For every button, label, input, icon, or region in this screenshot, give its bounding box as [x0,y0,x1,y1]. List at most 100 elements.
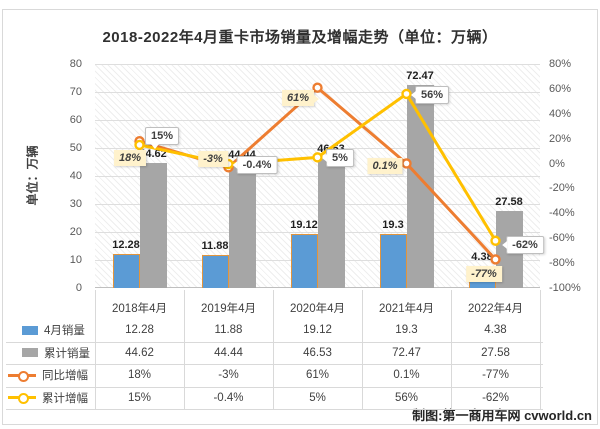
credit-text: 制图:第一商用车网 cvworld.cn [412,408,592,423]
category-divider [362,290,363,409]
left-axis-tick: 30 [69,198,82,210]
line-marker [401,88,412,100]
right-axis-tick: -100% [549,282,581,294]
bar-value-label: 72.47 [406,70,434,83]
bar-value-label: 19.12 [290,219,318,232]
gridline [95,64,540,65]
right-axis-tick: 0% [549,157,565,170]
right-axis-tick: 60% [549,82,572,95]
cumulative-growth-label: 56% [410,86,450,104]
table-value-cell: -62% [482,391,509,404]
table-header-cell: 2019年4月 [201,302,256,315]
bar-value-label: 27.58 [495,195,523,208]
bar-cumulative-sales [139,163,167,288]
bar-monthly-sales [379,233,407,288]
table-header-cell: 2020年4月 [290,302,345,315]
callout-pointer [322,154,328,162]
bar-value-label: 44.62 [139,148,167,161]
right-axis-tick: -60% [549,232,575,245]
category-divider [273,290,274,409]
left-axis-tick: 80 [69,58,82,70]
line-marker [401,158,412,169]
bar-value-label: 19.3 [382,218,404,231]
yoy-growth-label: 61% [281,90,320,106]
left-axis-tick: 10 [69,254,82,266]
bar-monthly-sales [290,234,318,288]
line-marker [134,139,145,151]
cumulative-growth-label: -0.4% [232,156,278,174]
chart-title: 2018-2022年4月重卡市场销量及增幅走势（单位：万辆） [102,29,498,46]
table-value-cell: 44.44 [214,346,243,359]
left-axis-tick: 0 [75,282,82,294]
table-value-cell: -3% [218,369,239,382]
right-axis-tick: -40% [549,207,575,220]
table-row-line [6,341,543,343]
cumulative-growth-label: 15% [144,127,180,149]
table-header-cell: 2018年4月 [112,302,167,315]
bar-cumulative-sales [228,163,256,288]
legend-label: 累计销量 [44,347,90,360]
callout-pointer [314,95,320,103]
right-axis-tick: -20% [549,182,575,195]
yoy-growth-label: -3% [198,151,228,167]
bar-monthly-sales [201,254,229,288]
right-axis-tick: -80% [549,257,575,270]
table-value-cell: 12.28 [125,324,154,337]
line-marker [490,254,501,265]
legend-marker [17,370,29,382]
callout-pointer [150,144,159,149]
category-divider [95,290,96,409]
table-row-line [6,364,543,365]
gridline [95,120,540,121]
table-value-cell: 56% [394,391,419,404]
table-value-cell: 18% [127,369,152,382]
legend-item: 4月销量 [8,322,85,338]
bar-value-label: 4.38 [471,250,493,263]
legend-marker [17,393,29,405]
right-axis-tick: 40% [549,107,572,120]
line-marker [312,152,323,163]
bar-cumulative-sales [317,157,345,288]
legend-swatch [22,348,38,358]
table-value-cell: -0.4% [213,391,244,404]
left-axis-tick: 20 [69,226,82,238]
yoy-growth-line [139,85,497,261]
bar-value-label: 12.28 [112,238,140,251]
table-value-cell: 46.53 [303,346,332,359]
table-header-cell: 2021年4月 [379,302,434,315]
right-axis-tick: 20% [549,132,572,145]
table-value-cell: 44.62 [125,346,154,359]
cumulative-growth-label: 5% [322,149,354,167]
table-row-line [6,409,543,410]
table-value-cell: 19.12 [303,324,332,337]
table-value-cell: 27.58 [481,346,510,359]
callout-pointer [232,161,238,169]
legend-item: 同比增幅 [8,367,88,383]
callout-pointer [502,241,508,249]
table-row-line [6,386,543,388]
table-value-cell: 0.1% [393,369,420,382]
table-value-cell: 11.88 [214,324,243,337]
cumulative-growth-line [139,91,497,242]
yoy-growth-label: 0.1% [367,158,403,174]
legend-label: 4月销量 [44,325,85,338]
legend-line-key [8,370,36,382]
category-divider [540,290,541,409]
cumulative-growth-label: -62% [502,236,544,254]
table-value-cell: 72.47 [392,346,421,359]
yoy-growth-label: -77% [466,266,502,282]
legend-swatch [22,325,38,335]
bar-monthly-sales [112,253,140,288]
category-divider [184,290,185,409]
legend-item: 累计增幅 [8,390,88,406]
line-marker [312,82,323,93]
left-axis-title: 单位：万辆 [25,145,40,206]
left-axis-tick: 70 [69,86,82,98]
line-marker [490,235,501,246]
left-axis-tick: 50 [69,142,82,154]
legend-label: 累计增幅 [42,392,88,405]
legend-item: 累计销量 [8,345,90,361]
table-value-cell: 19.3 [395,324,418,337]
table-header-cell: 2022年4月 [468,302,523,315]
